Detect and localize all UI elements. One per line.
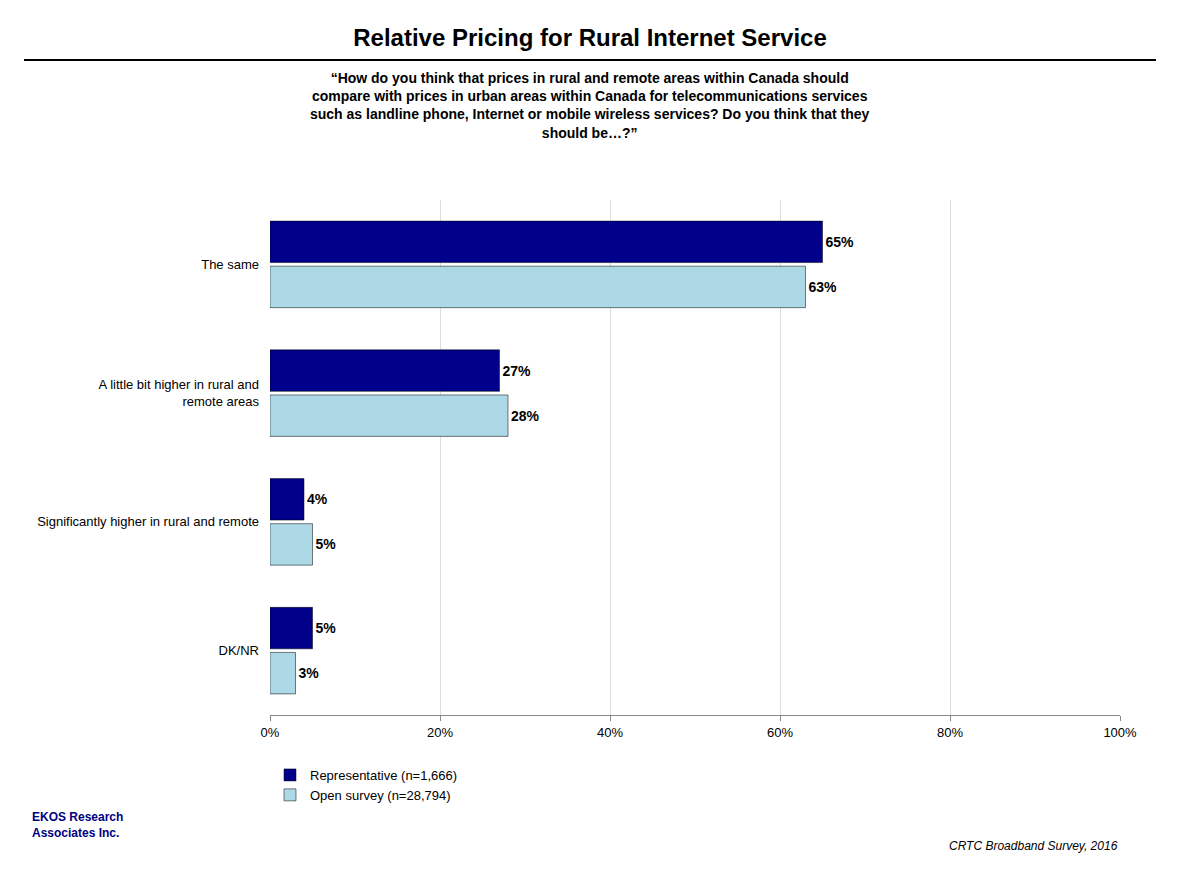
svg-text:5%: 5%	[316, 536, 337, 552]
svg-text:CRTC Broadband Survey, 2016: CRTC Broadband Survey, 2016	[949, 839, 1118, 853]
svg-text:27%: 27%	[503, 363, 532, 379]
svg-text:63%: 63%	[809, 279, 838, 295]
svg-text:20%: 20%	[427, 725, 453, 740]
svg-text:A little bit higher in rural a: A little bit higher in rural andremote a…	[99, 377, 260, 409]
svg-text:Relative Pricing for Rural Int: Relative Pricing for Rural Internet Serv…	[353, 24, 827, 51]
svg-text:60%: 60%	[767, 725, 793, 740]
svg-text:80%: 80%	[937, 725, 963, 740]
svg-text:“How do you think that prices: “How do you think that prices in rural a…	[310, 70, 870, 141]
svg-text:Representative (n=1,666): Representative (n=1,666)	[310, 768, 457, 783]
svg-text:3%: 3%	[299, 665, 320, 681]
svg-text:28%: 28%	[511, 408, 540, 424]
svg-text:DK/NR: DK/NR	[219, 643, 259, 658]
svg-text:100%: 100%	[1103, 725, 1137, 740]
svg-text:Significantly higher in rural: Significantly higher in rural and remote	[37, 514, 259, 529]
svg-text:EKOS ResearchAssociates Inc.: EKOS ResearchAssociates Inc.	[32, 810, 123, 840]
svg-text:0%: 0%	[261, 725, 280, 740]
svg-text:5%: 5%	[316, 620, 337, 636]
svg-text:65%: 65%	[826, 234, 855, 250]
svg-text:4%: 4%	[307, 491, 328, 507]
svg-text:Open survey (n=28,794): Open survey (n=28,794)	[310, 788, 451, 803]
svg-text:The same: The same	[201, 257, 259, 272]
svg-text:40%: 40%	[597, 725, 623, 740]
